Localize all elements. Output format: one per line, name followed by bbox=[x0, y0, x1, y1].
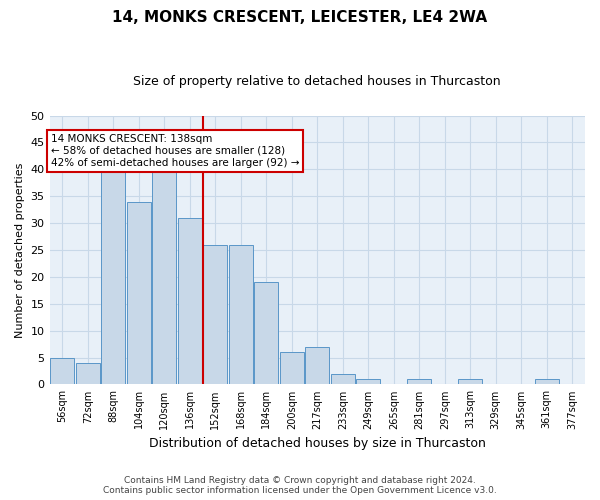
Bar bbox=[178, 218, 202, 384]
Bar bbox=[331, 374, 355, 384]
Bar bbox=[535, 379, 559, 384]
Bar bbox=[280, 352, 304, 384]
Text: 14 MONKS CRESCENT: 138sqm
← 58% of detached houses are smaller (128)
42% of semi: 14 MONKS CRESCENT: 138sqm ← 58% of detac… bbox=[51, 134, 299, 168]
Bar bbox=[152, 158, 176, 384]
Bar bbox=[127, 202, 151, 384]
Title: Size of property relative to detached houses in Thurcaston: Size of property relative to detached ho… bbox=[133, 75, 501, 88]
Text: 14, MONKS CRESCENT, LEICESTER, LE4 2WA: 14, MONKS CRESCENT, LEICESTER, LE4 2WA bbox=[112, 10, 488, 25]
Bar bbox=[76, 363, 100, 384]
Bar bbox=[50, 358, 74, 384]
Bar bbox=[229, 244, 253, 384]
Bar bbox=[101, 158, 125, 384]
Bar bbox=[305, 347, 329, 385]
Bar bbox=[458, 379, 482, 384]
Bar bbox=[203, 244, 227, 384]
Bar bbox=[407, 379, 431, 384]
Y-axis label: Number of detached properties: Number of detached properties bbox=[15, 162, 25, 338]
Bar bbox=[254, 282, 278, 384]
X-axis label: Distribution of detached houses by size in Thurcaston: Distribution of detached houses by size … bbox=[149, 437, 486, 450]
Text: Contains HM Land Registry data © Crown copyright and database right 2024.
Contai: Contains HM Land Registry data © Crown c… bbox=[103, 476, 497, 495]
Bar bbox=[356, 379, 380, 384]
